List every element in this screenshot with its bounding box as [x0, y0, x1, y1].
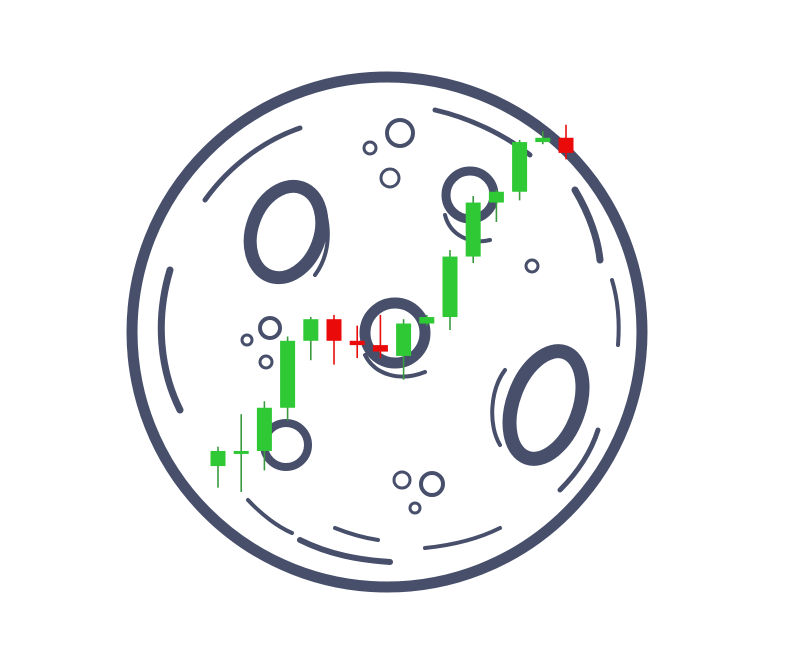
small-crater	[258, 316, 282, 340]
small-crater	[362, 140, 378, 156]
crater	[243, 179, 329, 285]
small-crater	[408, 501, 422, 515]
small-crater	[524, 258, 540, 274]
candle-bullish	[210, 450, 226, 467]
moon-outline	[126, 71, 648, 593]
moon-rim-arc	[333, 526, 380, 542]
candle-bullish	[419, 317, 435, 324]
candle-bullish	[535, 137, 551, 143]
candle-bullish	[280, 340, 296, 408]
candlestick-chart	[210, 124, 574, 492]
moon-rim-arc	[571, 186, 604, 264]
moon-rim-arc	[202, 125, 303, 203]
crater-shadow	[363, 353, 427, 379]
candle-bullish	[396, 323, 412, 356]
crater-shadow	[313, 198, 330, 277]
crater	[502, 344, 590, 466]
candle-bullish	[233, 450, 249, 454]
crater-shadow	[443, 213, 492, 244]
small-crater	[419, 471, 445, 497]
candle-bullish	[465, 202, 481, 257]
small-crater	[240, 333, 254, 347]
moon-rim-arc	[297, 537, 393, 565]
candle-bullish	[303, 319, 319, 341]
candle-bearish	[349, 340, 365, 346]
crater-shadow	[490, 368, 507, 447]
small-crater	[385, 118, 415, 148]
moon-icon	[126, 71, 648, 593]
candle-bearish	[558, 137, 574, 153]
small-crater	[379, 167, 401, 189]
candle-bullish	[512, 142, 528, 192]
moon-rim-arc	[157, 266, 184, 414]
candle-bullish	[488, 191, 504, 203]
candle-bullish	[442, 256, 458, 318]
small-crater	[392, 470, 412, 490]
candle-bearish	[372, 345, 388, 352]
small-crater	[258, 354, 274, 370]
crater	[359, 297, 431, 369]
candle-bearish	[326, 319, 342, 341]
moon-rim-arc	[610, 278, 621, 347]
moon-rim-arc	[246, 498, 294, 535]
candle-bullish	[256, 407, 272, 451]
moon-rim-arc	[423, 526, 502, 550]
moon-rim-arc	[557, 427, 601, 493]
